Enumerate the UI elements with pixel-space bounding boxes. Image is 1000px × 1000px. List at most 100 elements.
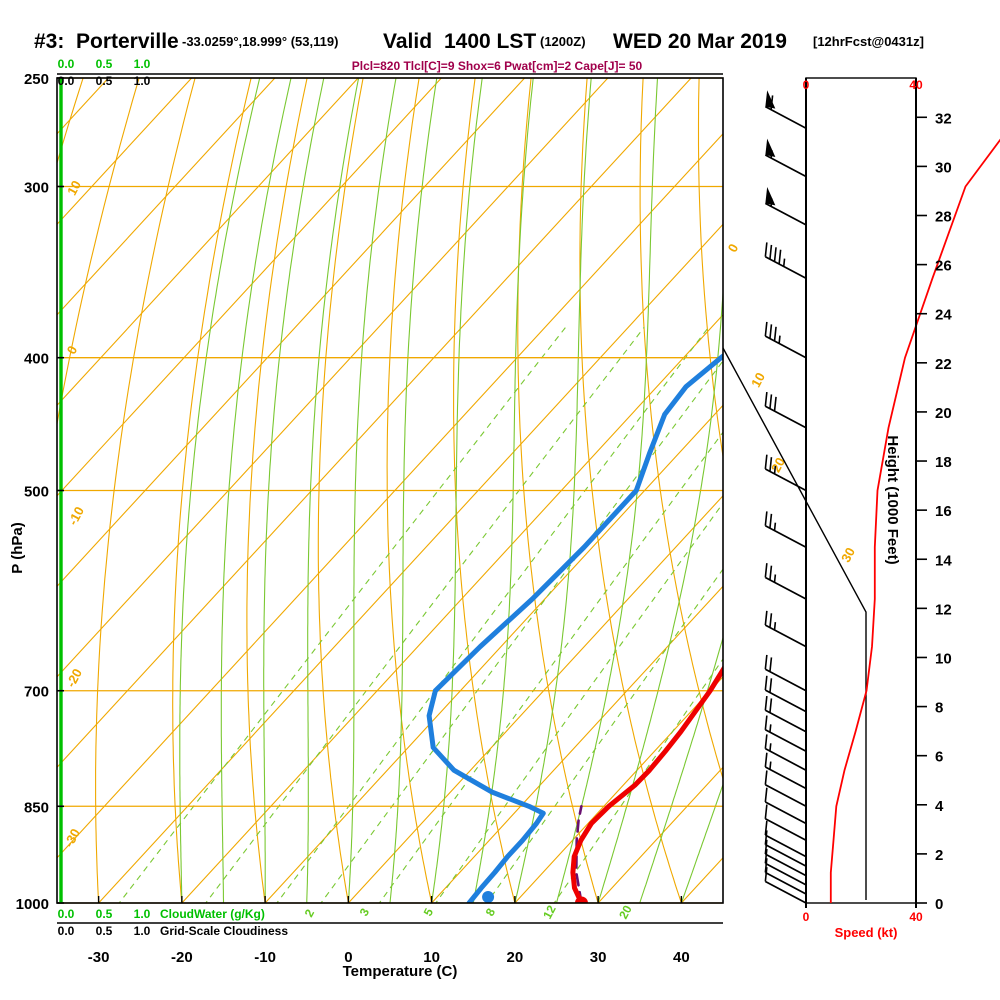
temperature-tick-label: -20 [171,949,193,966]
cloudwater-tick-label-top: 0.5 [96,57,113,71]
pressure-tick-label: 850 [24,799,49,816]
pressure-tick-label: 250 [24,71,49,88]
speed-tick-label-top: 40 [909,78,923,92]
surface-temperature-marker [574,896,588,903]
isotherm-line [57,78,193,226]
dry-adiabat-line [979,78,1000,903]
moist-adiabat-line [179,78,261,903]
wind-barb [764,830,807,867]
wind-barb [764,839,807,877]
height-tick-label: 10 [935,650,952,667]
isotherm-label: 10 [748,370,768,390]
wind-barb [764,454,807,492]
speed-tick-label-bottom: 40 [909,910,923,924]
dry-adiabat-line [579,78,682,903]
height-tick-label: 18 [935,454,952,471]
wind-barb [764,787,807,825]
dry-adiabat-line [923,78,1000,903]
mixing-ratio-line [486,568,723,903]
height-tick-label: 6 [935,749,943,766]
valid-word: Valid [383,30,432,53]
dry-adiabat-line [386,78,433,903]
dry-adiabat-line [95,78,196,903]
mixing-ratio-label: 20 [616,903,635,922]
temperature-tick-label: -10 [254,949,276,966]
station-id: #3: [34,30,64,53]
cloudwater-axis-label: CloudWater (g/Kg) [160,907,265,921]
temperature-tick-label: 10 [423,949,440,966]
moist-adiabat-line [263,78,325,903]
isotherm-label: 30 [838,545,858,565]
axis-titles: P (hPa) Temperature (C) Height (1000 Fee… [9,435,901,980]
wind-barb [764,867,807,904]
speed-tick-label-top: 0 [803,78,810,92]
cloudwater-tick-label-top: 0.0 [58,57,75,71]
isotherm-line [431,585,723,903]
dry-adiabat-line [246,78,308,903]
wind-barb [764,321,807,359]
dry-adiabat-line [639,78,723,781]
height-tick-label: 32 [935,110,952,127]
station-name: Porterville [76,30,179,53]
temperature-tick-label: 40 [673,949,690,966]
wind-barb [764,695,807,733]
height-tick-label: 4 [935,798,944,815]
wind-barb [764,391,807,429]
curve-parcel [574,804,583,903]
pressure-tick-label: 1000 [16,896,49,913]
moist-adiabat-line [306,78,360,903]
isobar-lines [57,77,723,904]
height-tick-label: 8 [935,700,943,717]
dry-adiabat-line [57,78,140,428]
moist-adiabat-line [680,782,723,903]
isotherm-line [57,78,276,316]
dry-adiabat-line [172,78,252,903]
mixing-ratio-line [553,658,723,903]
height-axis-label: Height (1000 Feet) [884,435,901,564]
moist-adiabat-line [431,78,483,903]
temperature-tick-label: 30 [590,949,607,966]
temperature-tick-label: -30 [88,949,110,966]
wind-barb [764,675,807,713]
wind-barbs [764,90,807,904]
speed-tick-label-bottom: 0 [803,910,810,924]
mixing-ratio-label: 12 [540,903,559,922]
wind-speed-curve [829,138,1000,903]
wind-barb [764,563,807,600]
wind-barb [764,849,807,886]
height-tick-label: 16 [935,503,952,520]
mixing-ratio-label: 5 [421,906,437,919]
wind-barb [764,511,807,548]
cloudiness-axis-label: Grid-Scale Cloudiness [160,924,288,938]
pressure-tick-label: 500 [24,484,49,501]
sounding-curves [426,353,723,903]
moist-adiabat-lines [179,78,723,903]
isotherm-label: 0 [725,241,742,254]
temperature-tick-label: 20 [507,949,524,966]
isotherm-line [57,78,359,407]
indices-line: Plcl=820 Tlcl[C]=9 Shox=6 Pwat[cm]=2 Cap… [352,59,643,73]
wind-barb [764,610,807,648]
moist-adiabat-line [514,78,592,903]
pressure-axis-label: P (hPa) [9,522,26,573]
dry-adiabat-label: -30 [61,826,83,850]
valid-time: 1400 LST [444,30,536,53]
cloudiness-tick-label-top: 1.0 [134,74,151,88]
wind-barb [764,242,807,279]
isotherm-line [680,856,723,903]
wind-barb [764,90,807,129]
dry-adiabat-line [811,78,1000,903]
surface-dewpoint-marker [482,891,495,903]
wind-barb [764,752,807,790]
height-tick-label: 30 [935,159,952,176]
mixing-ratio-line [276,326,710,903]
wind-barb [764,820,807,858]
mixing-ratio-line [435,502,723,903]
height-tick-label: 0 [935,896,943,913]
wind-barb [764,804,807,842]
height-tick-label: 26 [935,258,952,275]
cloudiness-tick-label-bottom: 0.5 [96,924,113,938]
